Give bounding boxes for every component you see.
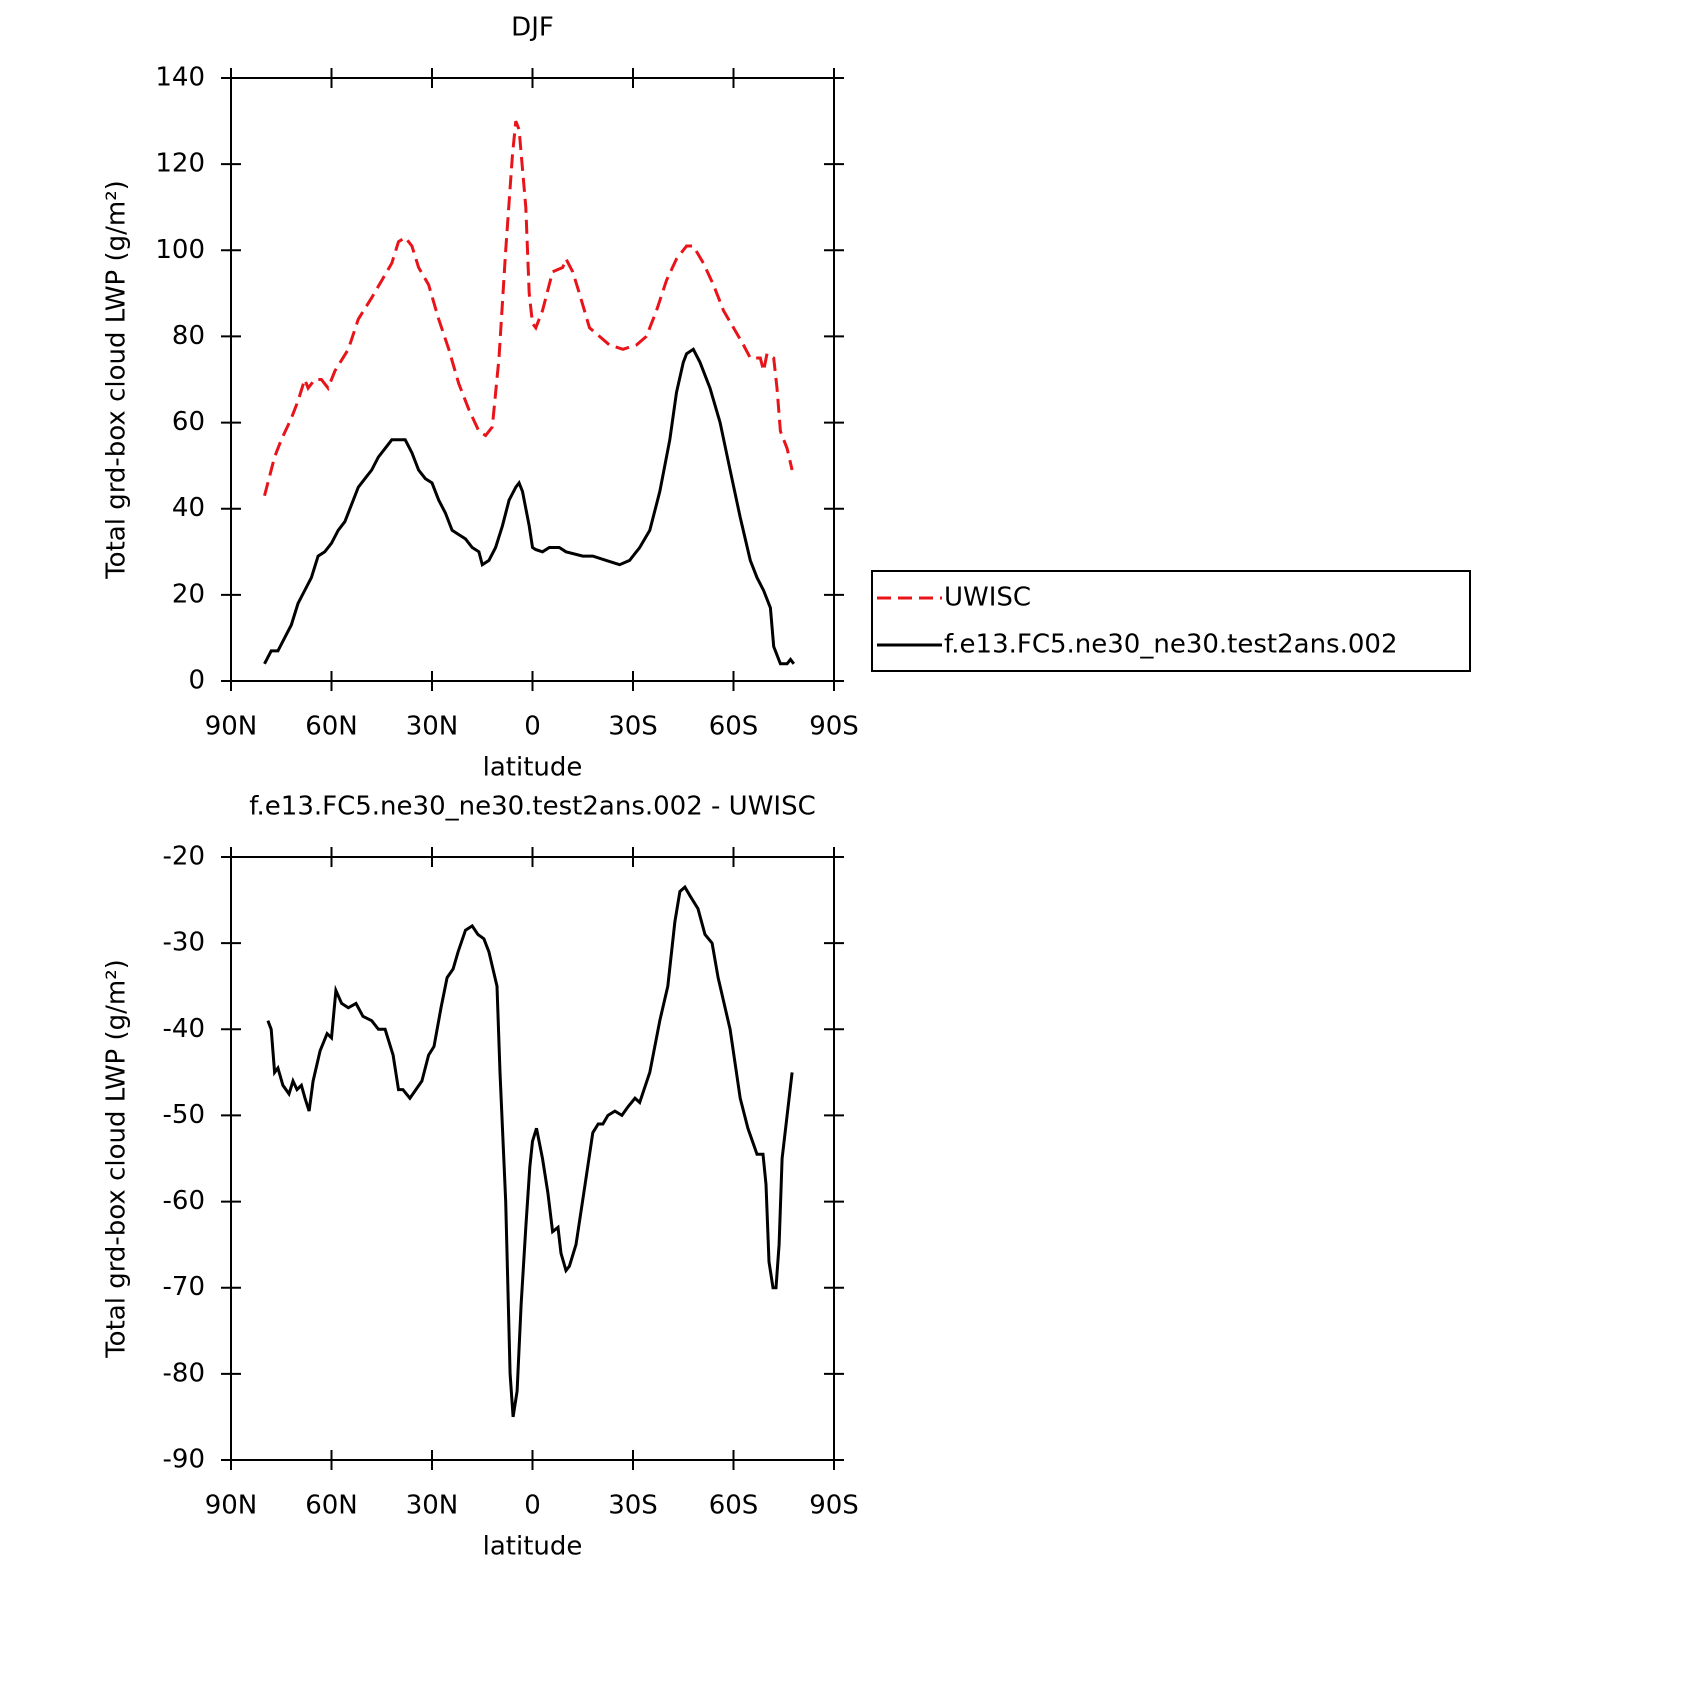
x-tick-label: 60S xyxy=(709,1491,759,1521)
y-tick-label: -50 xyxy=(163,1100,205,1130)
x-tick-label: 90N xyxy=(205,712,258,742)
plot-frame xyxy=(230,856,835,1461)
y-tick-label: -80 xyxy=(163,1358,205,1388)
x-tick-label: 90S xyxy=(809,712,859,742)
x-tick-label: 60N xyxy=(305,1491,358,1521)
y-tick-label: -70 xyxy=(163,1272,205,1302)
chart-title: DJF xyxy=(511,13,554,43)
x-axis-label: latitude xyxy=(483,1532,583,1562)
x-tick-label: 60N xyxy=(305,712,358,742)
data-line xyxy=(266,884,794,1418)
x-tick-label: 30S xyxy=(608,712,658,742)
chart-title: f.e13.FC5.ne30_ne30.test2ans.002 - UWISC xyxy=(249,792,815,822)
y-tick-label: 140 xyxy=(155,63,205,93)
panel: DJF 0 20 40 60 80 100 120 140 90N 60N 30N 0 30S 60S 90S… xyxy=(102,13,1471,783)
y-tick-label: -90 xyxy=(163,1445,205,1475)
x-tick-label: 0 xyxy=(524,712,541,742)
panel: f.e13.FC5.ne30_ne30.test2ans.002 - UWISC… xyxy=(102,792,859,1562)
x-axis-label: latitude xyxy=(483,753,583,783)
y-axis-label: Total grd-box cloud LWP (g/m²) xyxy=(102,180,132,580)
x-tick-label: 0 xyxy=(524,1491,541,1521)
x-tick-label: 60S xyxy=(709,712,759,742)
y-tick-label: 40 xyxy=(172,493,205,523)
y-tick-label: 20 xyxy=(172,579,205,609)
legend-box xyxy=(871,570,1471,672)
data-line xyxy=(263,120,794,497)
y-tick-label: 100 xyxy=(155,235,205,265)
x-tick-label: 30S xyxy=(608,1491,658,1521)
y-tick-label: -30 xyxy=(163,928,205,958)
y-tick-label: -40 xyxy=(163,1014,205,1044)
y-tick-label: -60 xyxy=(163,1186,205,1216)
x-tick-label: 90S xyxy=(809,1491,859,1521)
y-tick-label: -20 xyxy=(163,842,205,872)
x-tick-label: 30N xyxy=(406,712,459,742)
y-axis-label: Total grd-box cloud LWP (g/m²) xyxy=(102,959,132,1359)
legend-label: UWISC xyxy=(944,583,1031,613)
x-tick-label: 90N xyxy=(205,1491,258,1521)
y-tick-label: 120 xyxy=(155,149,205,179)
x-tick-label: 30N xyxy=(406,1491,459,1521)
y-tick-label: 80 xyxy=(172,321,205,351)
y-tick-label: 60 xyxy=(172,407,205,437)
data-line xyxy=(263,347,795,666)
y-tick-label: 0 xyxy=(188,666,205,696)
legend-label: f.e13.FC5.ne30_ne30.test2ans.002 xyxy=(944,630,1398,660)
